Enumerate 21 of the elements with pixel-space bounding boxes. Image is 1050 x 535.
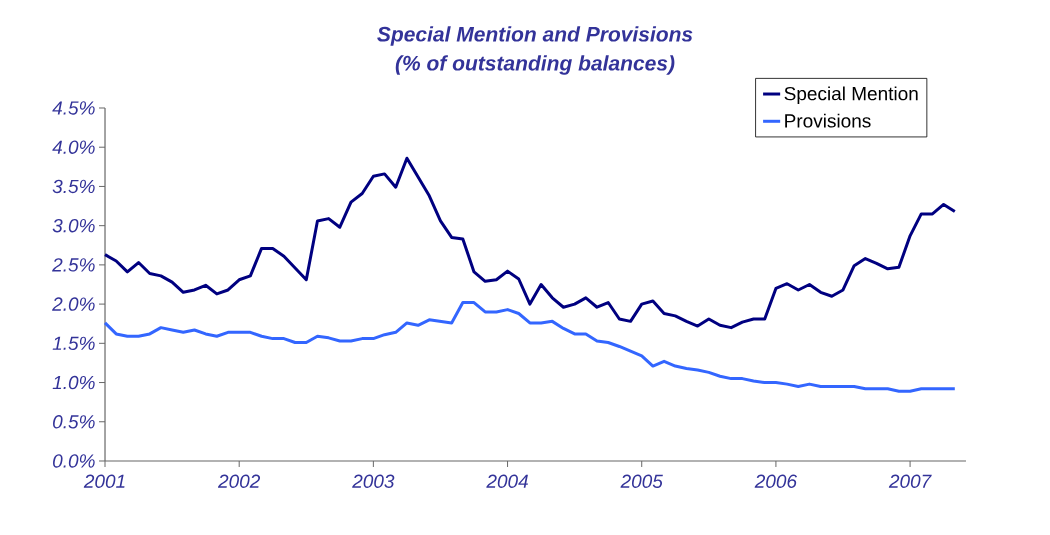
y-tick-label: 3.5% — [52, 179, 95, 194]
x-tick-label: 2004 — [486, 474, 528, 488]
y-tick-label: 4.5% — [52, 101, 95, 115]
y-tick-label: 0.0% — [53, 454, 95, 468]
y-tick-label: 2.5% — [52, 258, 95, 272]
y-tick-label: 3.0% — [52, 218, 95, 233]
y-tick-label: 1.5% — [52, 336, 95, 351]
x-tick-label: 2002 — [217, 474, 261, 488]
x-tick-label: 2005 — [620, 474, 663, 488]
x-tick-label: 2003 — [352, 474, 395, 488]
chart-title: Special Mention and Provisions — [377, 26, 693, 46]
x-tick-label: 2001 — [83, 474, 125, 488]
legend-label: Provisions — [785, 113, 871, 128]
x-tick-label: 2007 — [888, 474, 932, 488]
y-tick-label: 2.0% — [52, 297, 95, 311]
x-tick-label: 2006 — [754, 474, 798, 488]
y-tick-label: 1.0% — [52, 375, 95, 390]
legend-label: Special Mention — [784, 86, 918, 105]
chart-subtitle: (% of outstanding balances) — [395, 55, 675, 75]
y-tick-label: 4.0% — [52, 140, 95, 154]
y-tick-label: 0.5% — [53, 415, 95, 429]
